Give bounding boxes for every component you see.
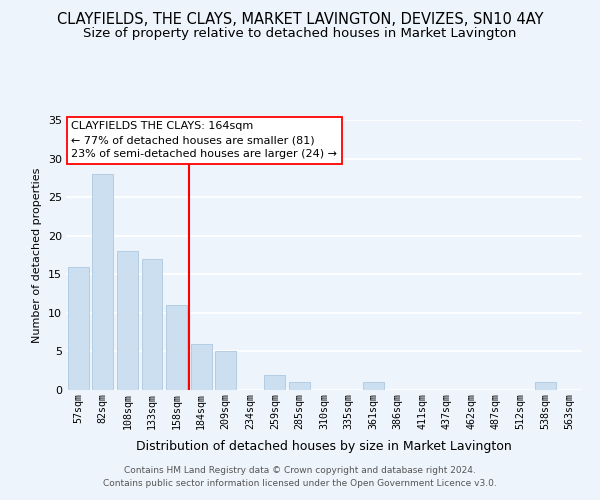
Bar (265, 374, 286, 390)
Bar (142, 259, 163, 390)
Bar (191, 344, 212, 390)
Bar (289, 382, 310, 390)
Text: CLAYFIELDS THE CLAYS: 164sqm
← 77% of detached houses are smaller (81)
23% of se: CLAYFIELDS THE CLAYS: 164sqm ← 77% of de… (71, 122, 337, 160)
Bar (92, 174, 113, 390)
Bar (535, 382, 556, 390)
Bar (68, 266, 89, 390)
Bar (215, 352, 236, 390)
Bar (362, 382, 383, 390)
Bar (117, 251, 138, 390)
Text: CLAYFIELDS, THE CLAYS, MARKET LAVINGTON, DEVIZES, SN10 4AY: CLAYFIELDS, THE CLAYS, MARKET LAVINGTON,… (57, 12, 543, 28)
Bar (166, 305, 187, 390)
Text: Contains HM Land Registry data © Crown copyright and database right 2024.
Contai: Contains HM Land Registry data © Crown c… (103, 466, 497, 487)
Y-axis label: Number of detached properties: Number of detached properties (32, 168, 42, 342)
Text: Size of property relative to detached houses in Market Lavington: Size of property relative to detached ho… (83, 28, 517, 40)
X-axis label: Distribution of detached houses by size in Market Lavington: Distribution of detached houses by size … (136, 440, 512, 453)
